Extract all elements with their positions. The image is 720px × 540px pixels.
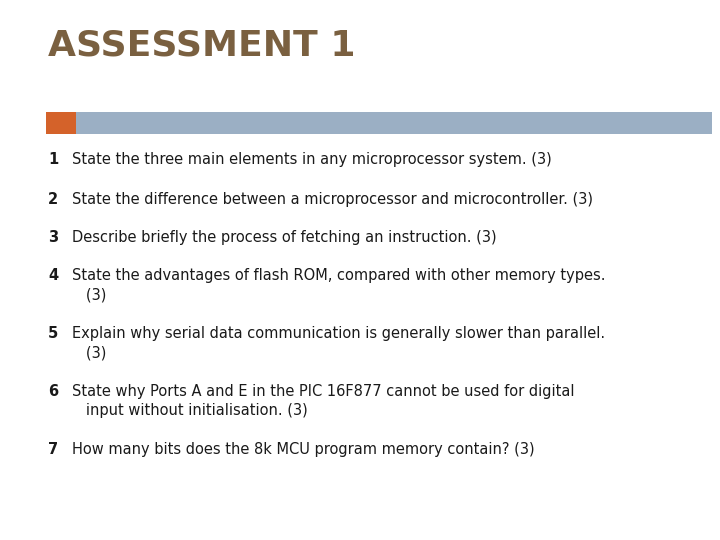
Text: State the three main elements in any microprocessor system. (3): State the three main elements in any mic… xyxy=(72,152,552,167)
Text: 2: 2 xyxy=(48,192,58,207)
Text: State the difference between a microprocessor and microcontroller. (3): State the difference between a microproc… xyxy=(72,192,593,207)
Text: 4: 4 xyxy=(48,268,58,283)
Text: 1: 1 xyxy=(48,152,58,167)
Text: State why Ports A and E in the PIC 16F877 cannot be used for digital: State why Ports A and E in the PIC 16F87… xyxy=(72,384,575,399)
Text: 7: 7 xyxy=(48,442,58,457)
Text: Explain why serial data communication is generally slower than parallel.: Explain why serial data communication is… xyxy=(72,326,605,341)
Text: 3: 3 xyxy=(48,230,58,245)
Text: 6: 6 xyxy=(48,384,58,399)
Text: (3): (3) xyxy=(72,287,107,302)
Text: State the advantages of flash ROM, compared with other memory types.: State the advantages of flash ROM, compa… xyxy=(72,268,606,283)
Text: How many bits does the 8k MCU program memory contain? (3): How many bits does the 8k MCU program me… xyxy=(72,442,535,457)
Text: input without initialisation. (3): input without initialisation. (3) xyxy=(72,403,307,418)
Text: Describe briefly the process of fetching an instruction. (3): Describe briefly the process of fetching… xyxy=(72,230,497,245)
Text: (3): (3) xyxy=(72,345,107,360)
Bar xyxy=(46,112,76,134)
Bar xyxy=(76,112,712,134)
Text: ASSESSMENT 1: ASSESSMENT 1 xyxy=(48,28,356,62)
Text: 5: 5 xyxy=(48,326,58,341)
